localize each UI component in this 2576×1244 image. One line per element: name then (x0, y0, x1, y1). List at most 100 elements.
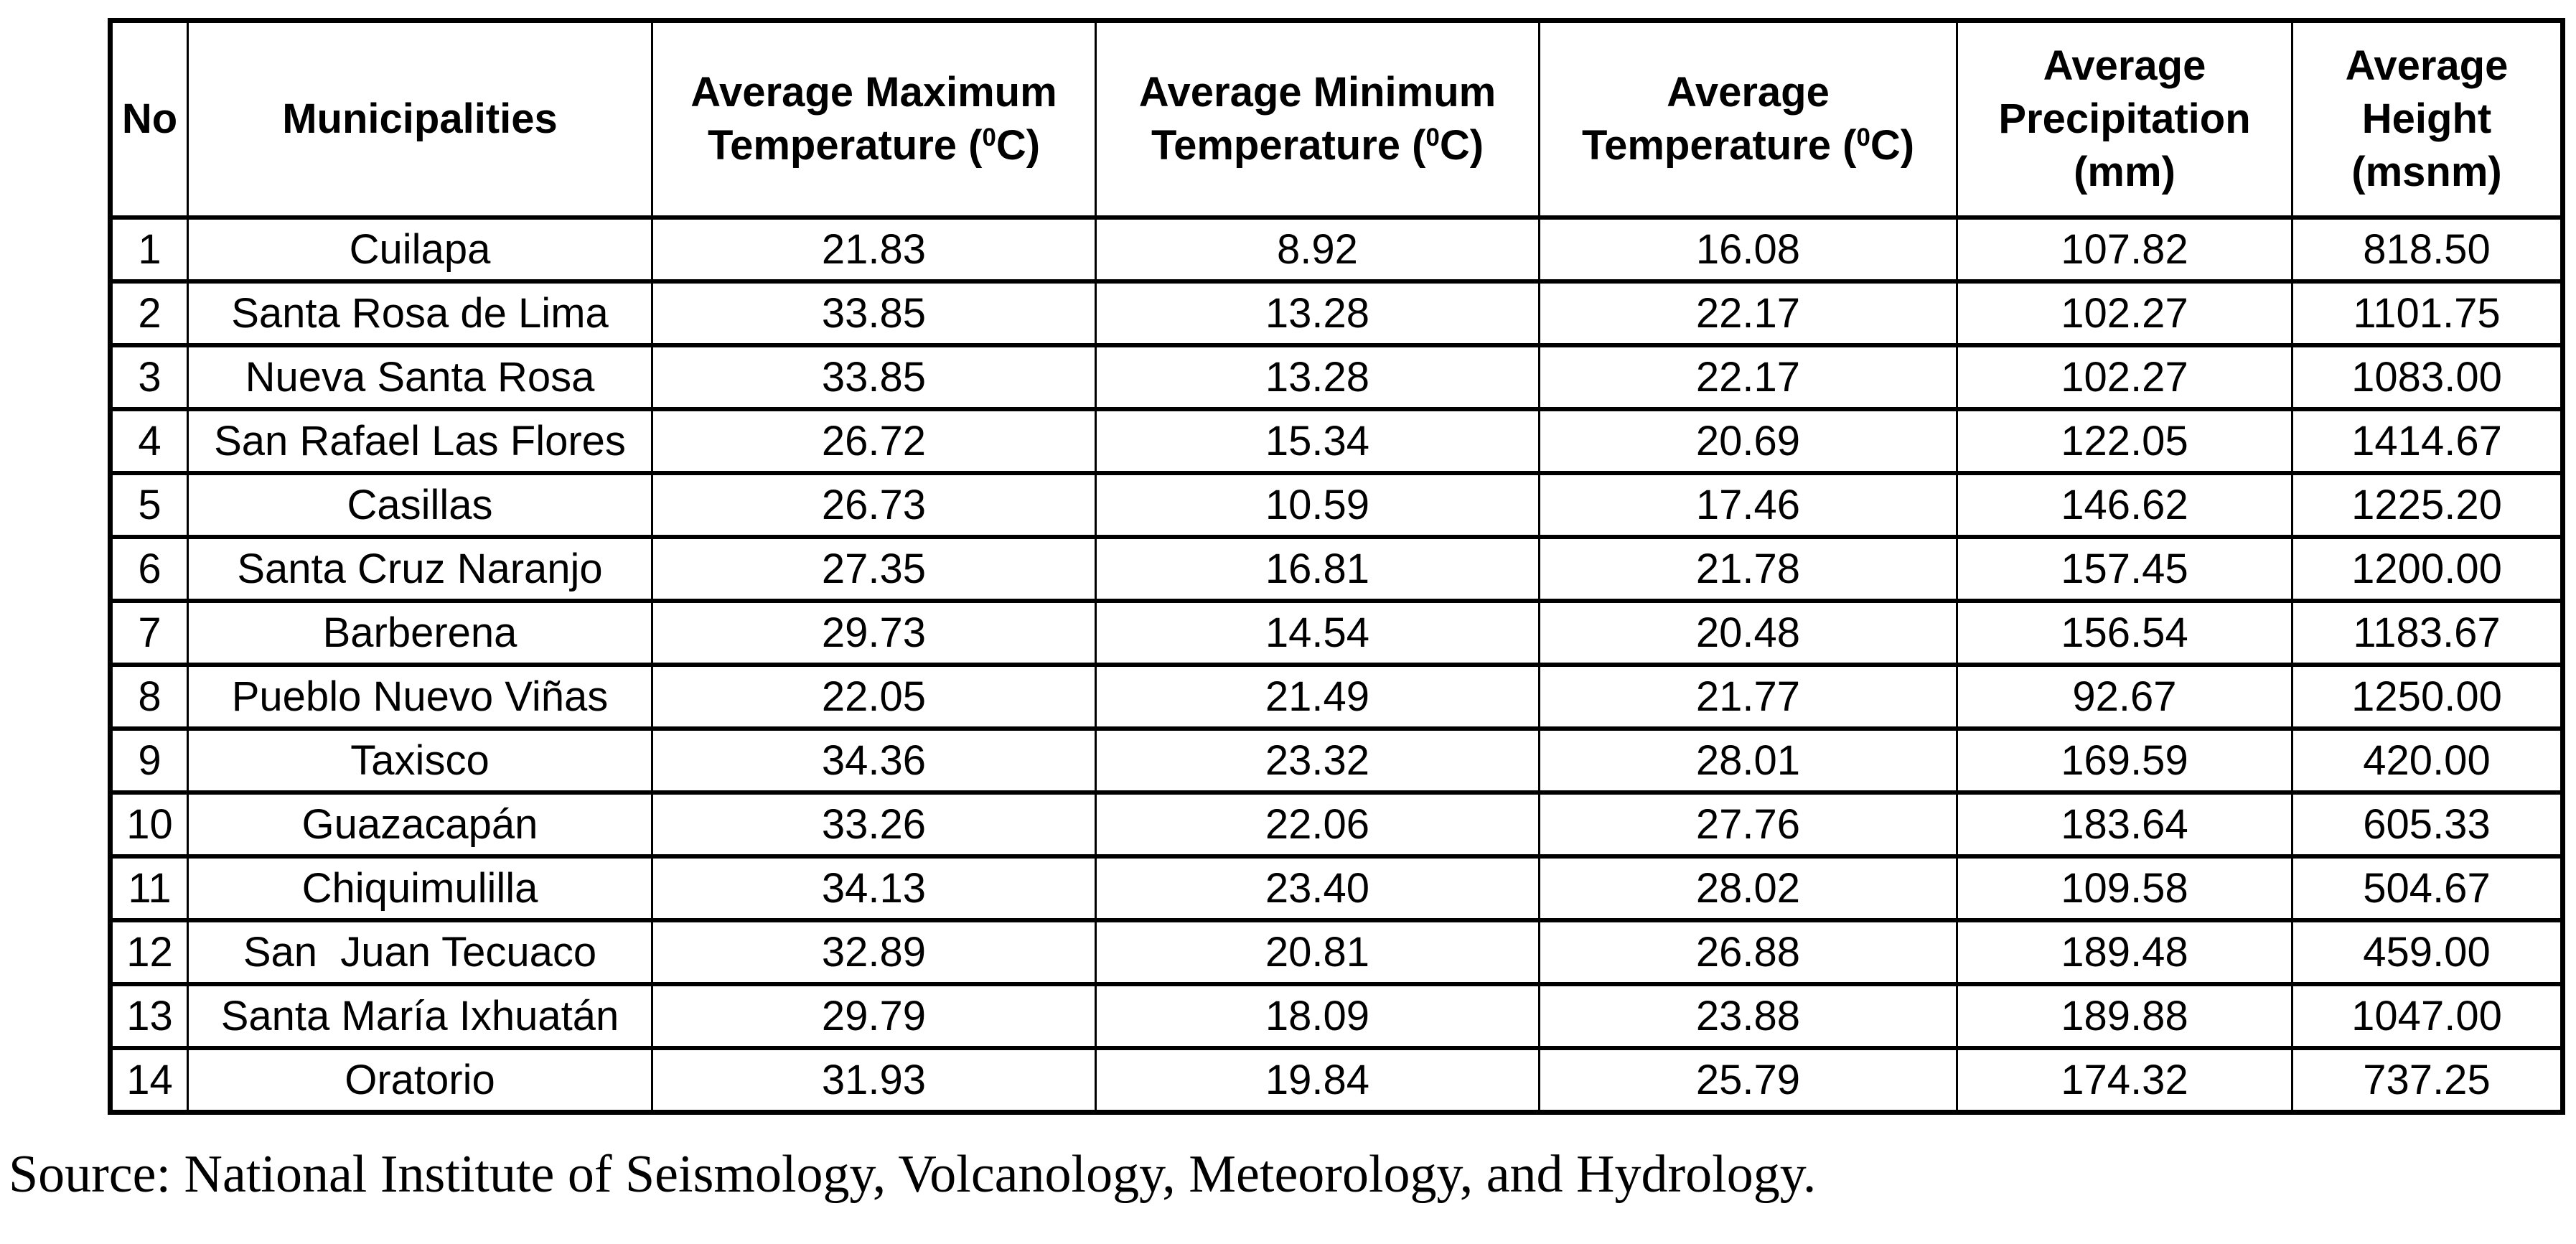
municipality-cell: Cuilapa (187, 215, 653, 284)
avg-temp-cell: 26.88 (1538, 918, 1958, 986)
row-number-cell: 2 (109, 279, 189, 347)
avg-height-cell: 1183.67 (2291, 599, 2564, 667)
avg-max-temp-cell: 29.79 (651, 982, 1097, 1050)
avg-precipitation-cell: 122.05 (1956, 407, 2293, 475)
avg-precipitation-cell: 189.48 (1956, 918, 2293, 986)
avg-precipitation-cell: 189.88 (1956, 982, 2293, 1050)
row-number-cell: 4 (109, 407, 189, 475)
avg-temp-cell: 22.17 (1538, 279, 1958, 347)
table-header: No Municipalities Average Maximum Temper… (109, 18, 2564, 220)
table-body: 1 Cuilapa 21.83 8.92 16.08 107.82 818.50 2 Santa… (109, 215, 2564, 1115)
avg-precipitation-cell: 157.45 (1956, 535, 2293, 603)
superscript-zero: 0 (982, 123, 996, 151)
avg-precipitation-cell: 156.54 (1956, 599, 2293, 667)
table-row: 11 Chiquimulilla 34.13 23.40 28.02 109.58 504.… (109, 854, 2564, 922)
column-header-avg-max-temp: Average Maximum Temperature (0C) (651, 18, 1097, 220)
table-row: 4 San Rafael Las Flores 26.72 15.34 20.69 122… (109, 407, 2564, 475)
municipality-cell: Barberena (187, 599, 653, 667)
row-number-cell: 12 (109, 918, 189, 986)
avg-max-temp-cell: 33.26 (651, 790, 1097, 859)
avg-max-temp-cell: 32.89 (651, 918, 1097, 986)
header-label-segment: C) (1439, 122, 1484, 169)
avg-temp-cell: 20.48 (1538, 599, 1958, 667)
table-row: 8 Pueblo Nuevo Viñas 22.05 21.49 21.77 92.67 1… (109, 663, 2564, 731)
avg-min-temp-cell: 15.34 (1095, 407, 1540, 475)
superscript-zero: 0 (1425, 123, 1440, 151)
header-label-segment: Average Maximum Temperature ( (690, 68, 1057, 169)
avg-height-cell: 1250.00 (2291, 663, 2564, 731)
table-row: 5 Casillas 26.73 10.59 17.46 146.62 1225.20 (109, 471, 2564, 539)
avg-temp-cell: 16.08 (1538, 215, 1958, 284)
avg-height-cell: 1047.00 (2291, 982, 2564, 1050)
avg-min-temp-cell: 10.59 (1095, 471, 1540, 539)
header-label-segment: C) (1870, 122, 1915, 169)
avg-temp-cell: 22.17 (1538, 343, 1958, 411)
avg-max-temp-cell: 26.73 (651, 471, 1097, 539)
avg-max-temp-cell: 33.85 (651, 343, 1097, 411)
column-header-avg-height: Average Height (msnm) (2291, 18, 2564, 220)
avg-temp-cell: 28.02 (1538, 854, 1958, 922)
avg-height-cell: 737.25 (2291, 1046, 2564, 1115)
row-number-cell: 10 (109, 790, 189, 859)
municipality-cell: San Juan Tecuaco (187, 918, 653, 986)
table-row: 14 Oratorio 31.93 19.84 25.79 174.32 737.25 (109, 1046, 2564, 1115)
municipality-cell: Santa Cruz Naranjo (187, 535, 653, 603)
avg-temp-cell: 25.79 (1538, 1046, 1958, 1115)
municipality-cell: Casillas (187, 471, 653, 539)
avg-temp-cell: 28.01 (1538, 726, 1958, 795)
avg-height-cell: 818.50 (2291, 215, 2564, 284)
avg-temp-cell: 17.46 (1538, 471, 1958, 539)
header-label-segment: Average Minimum Temperature ( (1138, 68, 1497, 169)
municipality-cell: Santa Rosa de Lima (187, 279, 653, 347)
header-label-segment: C) (996, 122, 1041, 169)
municipality-cell: Oratorio (187, 1046, 653, 1115)
table-row: 9 Taxisco 34.36 23.32 28.01 169.59 420.00 (109, 726, 2564, 795)
avg-height-cell: 459.00 (2291, 918, 2564, 986)
municipality-cell: Chiquimulilla (187, 854, 653, 922)
table-row: 7 Barberena 29.73 14.54 20.48 156.54 1183.67 (109, 599, 2564, 667)
avg-precipitation-cell: 102.27 (1956, 279, 2293, 347)
avg-min-temp-cell: 13.28 (1095, 343, 1540, 411)
avg-precipitation-cell: 102.27 (1956, 343, 2293, 411)
avg-min-temp-cell: 20.81 (1095, 918, 1540, 986)
avg-temp-cell: 20.69 (1538, 407, 1958, 475)
avg-min-temp-cell: 18.09 (1095, 982, 1540, 1050)
avg-min-temp-cell: 14.54 (1095, 599, 1540, 667)
row-number-cell: 1 (109, 215, 189, 284)
avg-max-temp-cell: 33.85 (651, 279, 1097, 347)
avg-max-temp-cell: 31.93 (651, 1046, 1097, 1115)
avg-precipitation-cell: 109.58 (1956, 854, 2293, 922)
column-header-avg-precipitation: Average Precipitation (mm) (1956, 18, 2293, 220)
avg-temp-cell: 21.77 (1538, 663, 1958, 731)
municipality-cell: Nueva Santa Rosa (187, 343, 653, 411)
table-row: 1 Cuilapa 21.83 8.92 16.08 107.82 818.50 (109, 215, 2564, 284)
avg-min-temp-cell: 19.84 (1095, 1046, 1540, 1115)
table-row: 3 Nueva Santa Rosa 33.85 13.28 22.17 102.27 10… (109, 343, 2564, 411)
row-number-cell: 13 (109, 982, 189, 1050)
column-header-avg-temp: Average Temperature (0C) (1538, 18, 1958, 220)
column-header-no: No (109, 18, 189, 220)
avg-max-temp-cell: 34.36 (651, 726, 1097, 795)
row-number-cell: 14 (109, 1046, 189, 1115)
row-number-cell: 7 (109, 599, 189, 667)
avg-max-temp-cell: 29.73 (651, 599, 1097, 667)
avg-height-cell: 420.00 (2291, 726, 2564, 795)
table-row: 13 Santa María Ixhuatán 29.79 18.09 23.88 189… (109, 982, 2564, 1050)
avg-precipitation-cell: 107.82 (1956, 215, 2293, 284)
avg-max-temp-cell: 21.83 (651, 215, 1097, 284)
superscript-zero: 0 (1856, 123, 1870, 151)
table-row: 12 San Juan Tecuaco 32.89 20.81 26.88 189.48 4… (109, 918, 2564, 986)
row-number-cell: 5 (109, 471, 189, 539)
climate-table: No Municipalities Average Maximum Temper… (108, 18, 2565, 1115)
municipality-cell: Taxisco (187, 726, 653, 795)
avg-min-temp-cell: 16.81 (1095, 535, 1540, 603)
avg-height-cell: 605.33 (2291, 790, 2564, 859)
avg-min-temp-cell: 13.28 (1095, 279, 1540, 347)
avg-temp-cell: 27.76 (1538, 790, 1958, 859)
header-label-segment: Average Temperature ( (1581, 68, 1857, 169)
avg-precipitation-cell: 146.62 (1956, 471, 2293, 539)
municipality-cell: Guazacapán (187, 790, 653, 859)
avg-min-temp-cell: 23.32 (1095, 726, 1540, 795)
avg-temp-cell: 21.78 (1538, 535, 1958, 603)
row-number-cell: 9 (109, 726, 189, 795)
